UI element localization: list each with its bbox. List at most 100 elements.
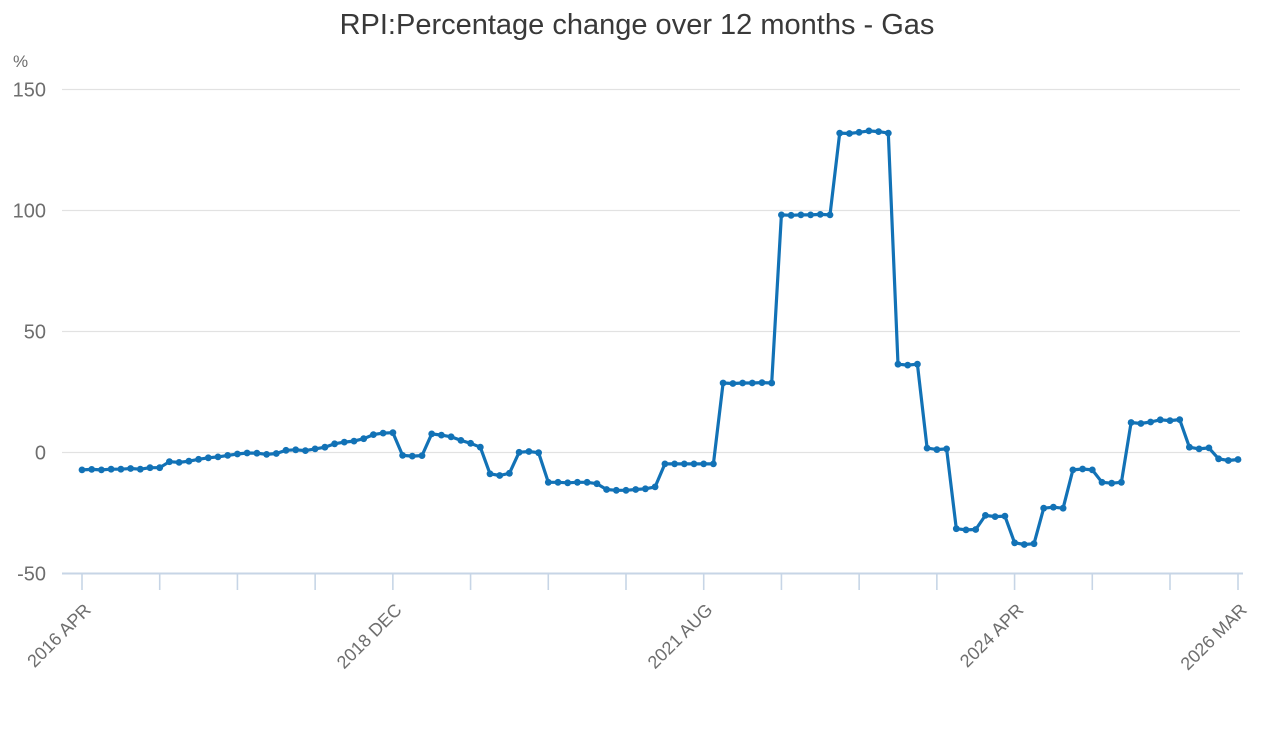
data-point [185,457,193,465]
data-point [846,130,853,137]
data-point [107,465,115,473]
data-point [972,526,980,533]
data-point [923,444,931,452]
data-point [476,443,484,451]
y-tick-label: 0 [35,443,46,465]
data-point [836,129,844,137]
data-point [1147,418,1154,426]
data-point [554,478,562,486]
data-point [943,445,950,453]
chart-title: RPI:Percentage change over 12 months - G… [339,9,935,41]
data-point [758,379,766,386]
data-point [486,470,494,478]
data-point [88,466,96,473]
data-point [214,453,222,461]
data-point [739,379,746,387]
data-point [1137,420,1145,427]
y-tick-label: 150 [13,80,46,102]
data-point [379,429,387,437]
data-line [80,129,1240,547]
data-point [855,128,863,136]
data-point [389,429,397,437]
y-tick-label: 50 [24,322,46,344]
data-point [1020,541,1028,548]
data-point [661,460,669,468]
data-point [884,129,892,137]
data-point [418,452,426,459]
data-point [1166,417,1174,424]
x-tick-label: 2016 APR [23,600,94,671]
y-axis-unit-label: % [13,52,29,71]
data-point [544,478,552,486]
data-point [651,483,659,491]
data-point [564,479,572,487]
data-point [302,447,309,454]
data-point [127,465,134,472]
data-point [506,469,513,477]
data-point [1127,419,1135,426]
data-point [457,437,465,444]
data-point [1205,444,1213,452]
data-point [622,486,630,494]
data-point [1215,455,1222,463]
data-point [175,459,183,466]
data-point [136,465,144,473]
data-point [447,433,455,441]
data-point [166,458,173,466]
data-point [748,379,756,387]
data-point [778,211,785,219]
data-point [360,435,368,443]
data-point [612,486,620,494]
x-tick-label: 2018 DEC [333,600,406,673]
x-tick-label: 2024 APR [956,600,1027,671]
x-tick-label: 2021 AUG [644,600,717,673]
data-point [680,460,688,468]
data-point [583,478,591,486]
data-point [1088,466,1096,474]
data-point [311,445,319,453]
data-point [156,464,164,472]
data-point [603,486,610,493]
data-point [807,211,814,219]
data-point [428,430,436,438]
data-point [933,446,941,453]
data-point [496,472,504,479]
data-point [632,486,640,493]
data-point [1156,416,1164,424]
data-point [535,449,542,457]
data-point [671,460,678,468]
data-point [574,478,581,486]
data-point [1234,456,1242,463]
data-point [593,480,601,488]
data-point [710,460,717,468]
data-point [865,127,873,135]
data-point [1050,503,1057,511]
data-point [1098,478,1106,486]
data-point [370,431,377,438]
data-point [768,379,776,387]
data-point [78,466,86,474]
data-point [982,512,989,519]
data-point [399,452,406,459]
data-point [1195,445,1203,453]
data-point [204,454,212,462]
y-tick-label: 100 [13,201,46,223]
data-point [914,360,921,368]
data-point [515,448,523,456]
data-point [894,360,902,368]
data-point [243,449,251,457]
x-tick-label: 2026 MAR [1177,600,1251,674]
data-point [263,451,270,458]
data-point [340,438,348,446]
data-point [292,446,300,454]
data-point [146,464,154,472]
data-point [991,513,999,520]
data-point [117,465,125,473]
data-point [952,525,960,533]
data-point [719,379,727,387]
data-point [904,361,912,369]
data-point [1011,539,1018,547]
data-point [642,485,649,493]
data-point [1108,479,1116,487]
